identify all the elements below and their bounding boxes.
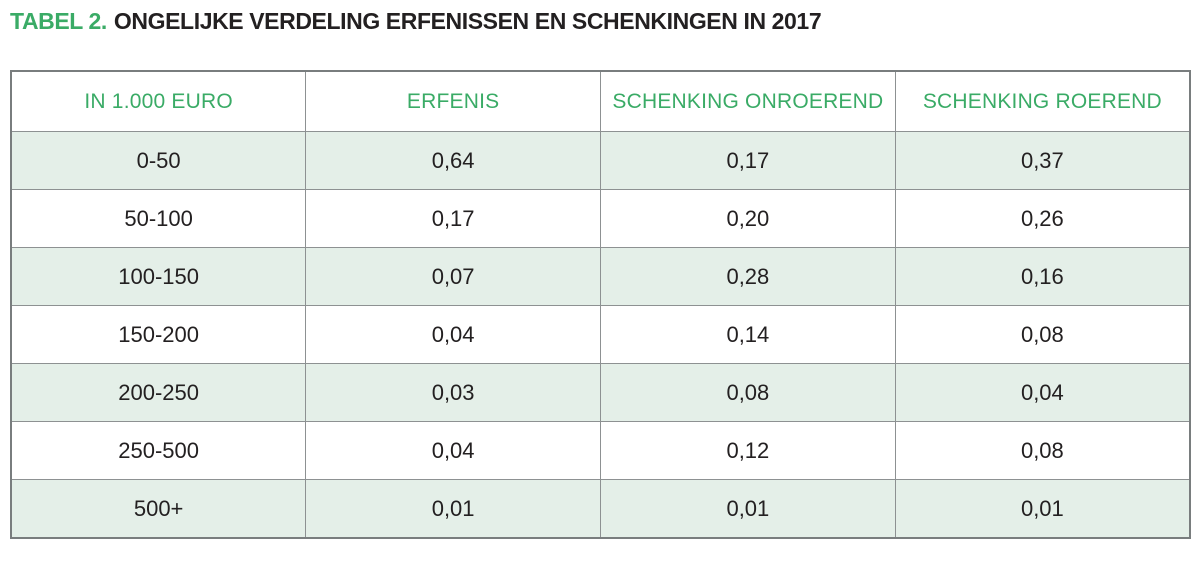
row-label: 500+	[10, 479, 307, 539]
cell-erfenis: 0,04	[305, 305, 601, 364]
column-header-schenking-onroerend: SCHENKING ONROEREND	[600, 70, 896, 132]
header-row: IN 1.000 EURO ERFENIS SCHENKING ONROEREN…	[10, 70, 1191, 132]
column-header-in-1000-euro: IN 1.000 EURO	[10, 70, 307, 132]
table-row: 0-50 0,64 0,17 0,37	[10, 131, 1191, 190]
cell-schenking-onroerend: 0,12	[600, 421, 896, 480]
table-row: 50-100 0,17 0,20 0,26	[10, 189, 1191, 248]
cell-schenking-onroerend: 0,20	[600, 189, 896, 248]
table-row: 500+ 0,01 0,01 0,01	[10, 479, 1191, 539]
row-label: 0-50	[10, 131, 307, 190]
cell-schenking-onroerend: 0,28	[600, 247, 896, 306]
cell-erfenis: 0,07	[305, 247, 601, 306]
cell-erfenis: 0,01	[305, 479, 601, 539]
table-title-prefix: TABEL 2.	[10, 8, 107, 34]
cell-schenking-roerend: 0,08	[894, 305, 1191, 364]
cell-schenking-roerend: 0,37	[894, 131, 1191, 190]
table-row: 100-150 0,07 0,28 0,16	[10, 247, 1191, 306]
cell-schenking-roerend: 0,08	[894, 421, 1191, 480]
column-header-schenking-roerend: SCHENKING ROEREND	[894, 70, 1191, 132]
cell-schenking-onroerend: 0,01	[600, 479, 896, 539]
row-label: 100-150	[10, 247, 307, 306]
data-table: IN 1.000 EURO ERFENIS SCHENKING ONROEREN…	[10, 70, 1191, 539]
row-label: 50-100	[10, 189, 307, 248]
cell-schenking-roerend: 0,26	[894, 189, 1191, 248]
table-row: 250-500 0,04 0,12 0,08	[10, 421, 1191, 480]
cell-schenking-onroerend: 0,17	[600, 131, 896, 190]
cell-erfenis: 0,64	[305, 131, 601, 190]
cell-schenking-onroerend: 0,14	[600, 305, 896, 364]
cell-schenking-roerend: 0,01	[894, 479, 1191, 539]
cell-schenking-roerend: 0,04	[894, 363, 1191, 422]
table-title: TABEL 2. ONGELIJKE VERDELING ERFENISSEN E…	[10, 8, 822, 35]
table-row: 200-250 0,03 0,08 0,04	[10, 363, 1191, 422]
cell-erfenis: 0,04	[305, 421, 601, 480]
row-label: 250-500	[10, 421, 307, 480]
cell-schenking-roerend: 0,16	[894, 247, 1191, 306]
cell-erfenis: 0,17	[305, 189, 601, 248]
row-label: 150-200	[10, 305, 307, 364]
table-title-text: ONGELIJKE VERDELING ERFENISSEN EN SCHENK…	[113, 8, 822, 34]
cell-schenking-onroerend: 0,08	[600, 363, 896, 422]
row-label: 200-250	[10, 363, 307, 422]
cell-erfenis: 0,03	[305, 363, 601, 422]
column-header-erfenis: ERFENIS	[305, 70, 601, 132]
table-row: 150-200 0,04 0,14 0,08	[10, 305, 1191, 364]
